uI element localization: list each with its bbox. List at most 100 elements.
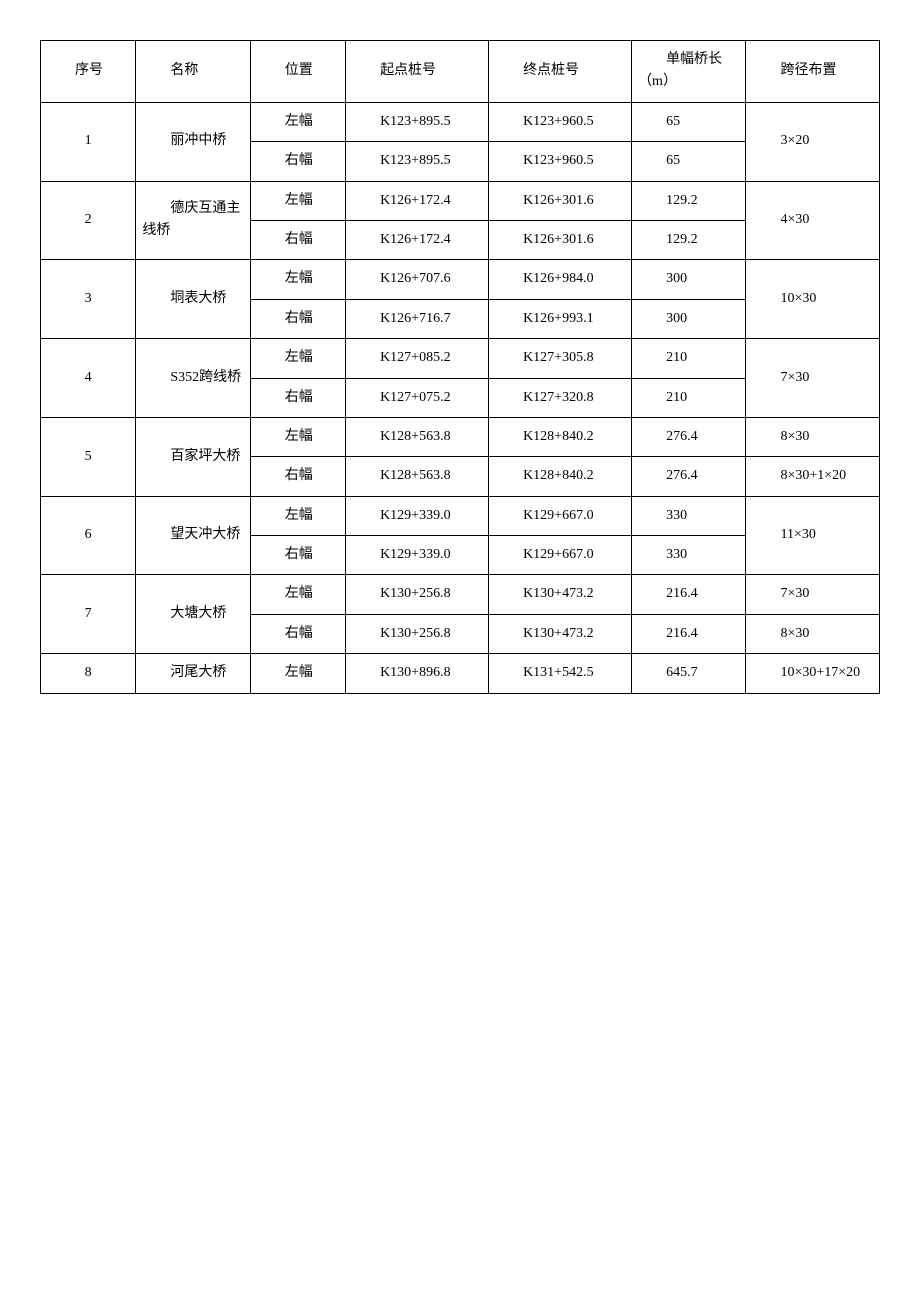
cell-len: 330 xyxy=(632,536,746,575)
cell-pos: 左幅 xyxy=(250,339,345,378)
header-end: 终点桩号 xyxy=(489,41,632,103)
cell-pos: 右幅 xyxy=(250,457,345,496)
cell-pos: 右幅 xyxy=(250,220,345,259)
cell-name: S352跨线桥 xyxy=(136,339,250,418)
cell-end: K126+301.6 xyxy=(489,181,632,220)
cell-end: K126+993.1 xyxy=(489,299,632,338)
cell-pos: 左幅 xyxy=(250,260,345,299)
cell-len: 210 xyxy=(632,378,746,417)
header-name: 名称 xyxy=(136,41,250,103)
cell-start: K126+172.4 xyxy=(346,220,489,259)
cell-span: 8×30+1×20 xyxy=(746,457,880,496)
cell-pos: 右幅 xyxy=(250,614,345,653)
cell-pos: 左幅 xyxy=(250,575,345,614)
cell-seq: 6 xyxy=(41,496,136,575)
header-len: 单幅桥长（m） xyxy=(632,41,746,103)
cell-seq: 8 xyxy=(41,654,136,693)
cell-span: 7×30 xyxy=(746,575,880,614)
cell-seq: 5 xyxy=(41,417,136,496)
cell-span: 7×30 xyxy=(746,339,880,418)
cell-start: K126+707.6 xyxy=(346,260,489,299)
cell-pos: 右幅 xyxy=(250,536,345,575)
header-start: 起点桩号 xyxy=(346,41,489,103)
table-row: 8河尾大桥左幅K130+896.8K131+542.5645.710×30+17… xyxy=(41,654,880,693)
cell-end: K127+320.8 xyxy=(489,378,632,417)
cell-start: K126+172.4 xyxy=(346,181,489,220)
cell-pos: 左幅 xyxy=(250,654,345,693)
cell-start: K128+563.8 xyxy=(346,417,489,456)
table-row: 5百家坪大桥左幅K128+563.8K128+840.2276.48×30 xyxy=(41,417,880,456)
cell-len: 65 xyxy=(632,102,746,141)
cell-start: K127+085.2 xyxy=(346,339,489,378)
cell-start: K127+075.2 xyxy=(346,378,489,417)
cell-name: 垌表大桥 xyxy=(136,260,250,339)
cell-span: 10×30+17×20 xyxy=(746,654,880,693)
cell-len: 330 xyxy=(632,496,746,535)
cell-seq: 4 xyxy=(41,339,136,418)
cell-name: 大塘大桥 xyxy=(136,575,250,654)
cell-end: K129+667.0 xyxy=(489,536,632,575)
cell-start: K123+895.5 xyxy=(346,142,489,181)
cell-start: K130+256.8 xyxy=(346,575,489,614)
cell-len: 216.4 xyxy=(632,614,746,653)
header-seq: 序号 xyxy=(41,41,136,103)
cell-len: 129.2 xyxy=(632,181,746,220)
cell-end: K127+305.8 xyxy=(489,339,632,378)
header-span: 跨径布置 xyxy=(746,41,880,103)
cell-start: K126+716.7 xyxy=(346,299,489,338)
cell-name: 丽冲中桥 xyxy=(136,102,250,181)
cell-span: 10×30 xyxy=(746,260,880,339)
cell-span: 3×20 xyxy=(746,102,880,181)
cell-end: K126+301.6 xyxy=(489,220,632,259)
header-pos: 位置 xyxy=(250,41,345,103)
cell-end: K128+840.2 xyxy=(489,417,632,456)
cell-start: K130+896.8 xyxy=(346,654,489,693)
table-row: 1丽冲中桥左幅K123+895.5K123+960.5653×20 xyxy=(41,102,880,141)
cell-seq: 2 xyxy=(41,181,136,260)
cell-seq: 7 xyxy=(41,575,136,654)
cell-span: 8×30 xyxy=(746,417,880,456)
cell-span: 8×30 xyxy=(746,614,880,653)
cell-name: 望天冲大桥 xyxy=(136,496,250,575)
cell-start: K129+339.0 xyxy=(346,536,489,575)
bridge-table: 序号名称位置起点桩号终点桩号单幅桥长（m）跨径布置1丽冲中桥左幅K123+895… xyxy=(40,40,880,694)
cell-end: K131+542.5 xyxy=(489,654,632,693)
table-row: 6望天冲大桥左幅K129+339.0K129+667.033011×30 xyxy=(41,496,880,535)
cell-end: K130+473.2 xyxy=(489,575,632,614)
cell-len: 216.4 xyxy=(632,575,746,614)
cell-len: 300 xyxy=(632,260,746,299)
cell-name: 百家坪大桥 xyxy=(136,417,250,496)
cell-start: K128+563.8 xyxy=(346,457,489,496)
table-header-row: 序号名称位置起点桩号终点桩号单幅桥长（m）跨径布置 xyxy=(41,41,880,103)
cell-len: 276.4 xyxy=(632,417,746,456)
cell-len: 129.2 xyxy=(632,220,746,259)
cell-span: 11×30 xyxy=(746,496,880,575)
cell-len: 276.4 xyxy=(632,457,746,496)
cell-pos: 右幅 xyxy=(250,378,345,417)
cell-pos: 左幅 xyxy=(250,181,345,220)
cell-start: K123+895.5 xyxy=(346,102,489,141)
cell-seq: 1 xyxy=(41,102,136,181)
cell-start: K129+339.0 xyxy=(346,496,489,535)
cell-pos: 右幅 xyxy=(250,299,345,338)
table-row: 4S352跨线桥左幅K127+085.2K127+305.82107×30 xyxy=(41,339,880,378)
cell-end: K123+960.5 xyxy=(489,102,632,141)
cell-end: K128+840.2 xyxy=(489,457,632,496)
cell-len: 645.7 xyxy=(632,654,746,693)
cell-end: K123+960.5 xyxy=(489,142,632,181)
table-row: 2德庆互通主线桥左幅K126+172.4K126+301.6129.24×30 xyxy=(41,181,880,220)
cell-name: 河尾大桥 xyxy=(136,654,250,693)
cell-seq: 3 xyxy=(41,260,136,339)
table-row: 7大塘大桥左幅K130+256.8K130+473.2216.47×30 xyxy=(41,575,880,614)
cell-pos: 左幅 xyxy=(250,102,345,141)
cell-len: 65 xyxy=(632,142,746,181)
cell-pos: 右幅 xyxy=(250,142,345,181)
cell-start: K130+256.8 xyxy=(346,614,489,653)
cell-pos: 左幅 xyxy=(250,496,345,535)
cell-name: 德庆互通主线桥 xyxy=(136,181,250,260)
cell-span: 4×30 xyxy=(746,181,880,260)
cell-end: K126+984.0 xyxy=(489,260,632,299)
table-row: 3垌表大桥左幅K126+707.6K126+984.030010×30 xyxy=(41,260,880,299)
cell-len: 300 xyxy=(632,299,746,338)
cell-len: 210 xyxy=(632,339,746,378)
